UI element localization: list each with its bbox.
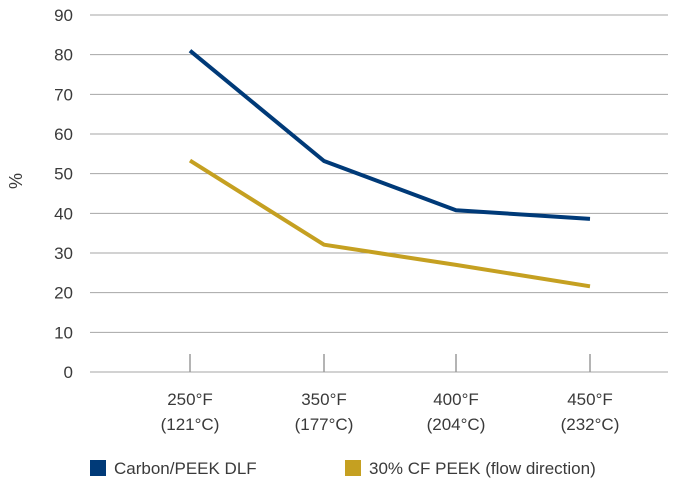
gridlines [90, 15, 668, 372]
y-axis-ticks: 0 10 20 30 40 50 60 70 80 90 [54, 6, 73, 382]
y-tick-label: 40 [54, 204, 73, 223]
series-line [190, 51, 590, 219]
y-tick-label: 80 [54, 46, 73, 65]
y-tick-label: 20 [54, 284, 73, 303]
y-tick-label: 90 [54, 6, 73, 25]
x-tick-label: (232°C) [561, 415, 620, 434]
legend-item: Carbon/PEEK DLF [90, 459, 257, 478]
x-tick-label: 350°F [301, 390, 347, 409]
x-tick-label: (204°C) [427, 415, 486, 434]
series-line [190, 161, 590, 287]
series-2 [190, 161, 590, 287]
legend-label: 30% CF PEEK (flow direction) [369, 459, 596, 478]
legend-item: 30% CF PEEK (flow direction) [345, 459, 596, 478]
x-tick-label: 400°F [433, 390, 479, 409]
y-axis-label: % [6, 173, 26, 189]
data-series [190, 51, 590, 287]
y-tick-label: 50 [54, 165, 73, 184]
x-tick-label: (121°C) [161, 415, 220, 434]
x-tick-label: 250°F [167, 390, 213, 409]
x-tick-label: 450°F [567, 390, 613, 409]
y-tick-label: 70 [54, 85, 73, 104]
legend-swatch [90, 460, 106, 476]
legend-label: Carbon/PEEK DLF [114, 459, 257, 478]
y-tick-label: 10 [54, 323, 73, 342]
legend-swatch [345, 460, 361, 476]
y-tick-label: 30 [54, 244, 73, 263]
y-tick-label: 0 [64, 363, 73, 382]
legend: Carbon/PEEK DLF 30% CF PEEK (flow directi… [90, 459, 596, 478]
x-axis-ticks: 250°F (121°C) 350°F (177°C) 400°F (204°C) 450°… [161, 354, 620, 434]
series-1 [190, 51, 590, 219]
y-tick-label: 60 [54, 125, 73, 144]
x-tick-label: (177°C) [295, 415, 354, 434]
